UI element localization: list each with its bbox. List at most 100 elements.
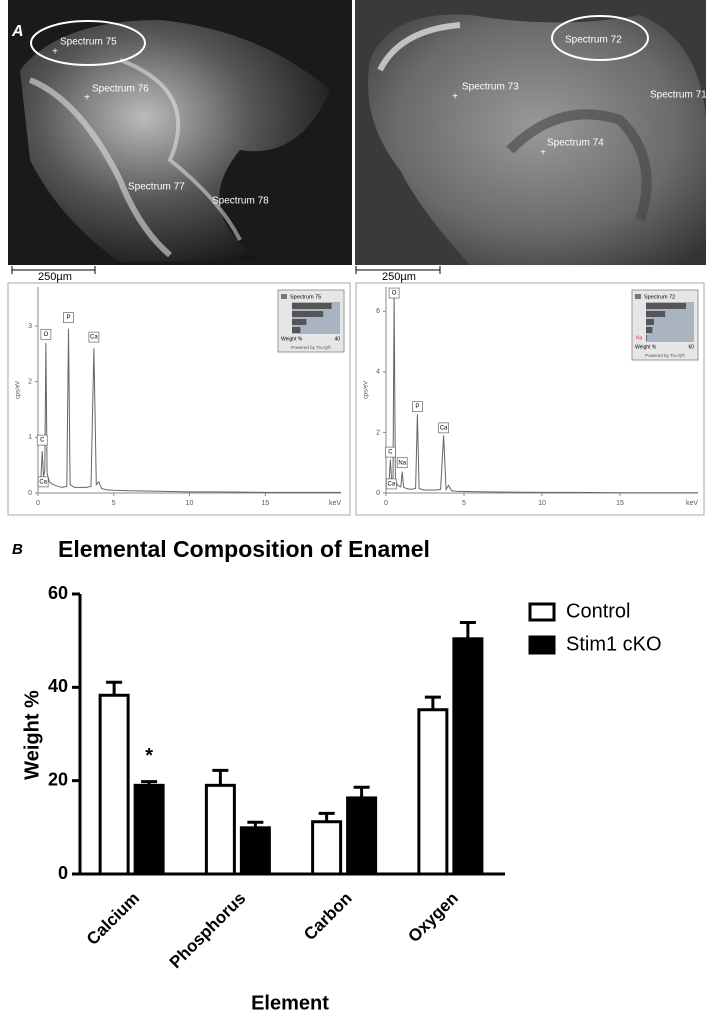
y-tick-label: 2 (28, 378, 32, 385)
inset-footer: Powered by Tru-Q® (645, 352, 686, 358)
panel-label: B (12, 541, 23, 558)
peak-label: C (40, 438, 45, 444)
inset-bar (292, 327, 301, 333)
x-tick-label: 0 (384, 500, 388, 507)
x-tick-label: 5 (462, 500, 466, 507)
inset-element: O (282, 303, 286, 309)
x-tick-label: Phosphorus (166, 889, 250, 973)
bar (311, 820, 343, 876)
inset-bar (292, 319, 307, 325)
inset-bar (292, 303, 332, 309)
x-tick-label: 10 (186, 500, 194, 507)
spectrum-line (39, 328, 341, 493)
spectrum-label: Spectrum 77 (128, 182, 185, 193)
x-tick-label: 15 (261, 500, 269, 507)
y-tick-label: 2 (376, 429, 380, 436)
inset-element: Ca (636, 311, 643, 317)
sem-image-left: + + Spectrum 75 Spectrum 76 Spectrum 77 … (8, 0, 352, 265)
bar (452, 637, 484, 876)
peak-label: P (66, 315, 70, 321)
y-tick-label: 20 (48, 769, 68, 789)
inset-tick-label: 40 (334, 336, 340, 342)
y-tick-label: 0 (376, 490, 380, 497)
x-axis-label: keV (329, 500, 341, 507)
y-axis-label: cps/eV (364, 381, 370, 399)
bar (204, 783, 236, 876)
y-tick-label: 1 (28, 434, 32, 441)
peak-label: Ca (387, 481, 395, 487)
inset-element: C (636, 327, 640, 333)
spectrum-label: Spectrum 73 (462, 82, 519, 93)
y-tick-label: 4 (376, 369, 380, 376)
inset-swatch (635, 294, 641, 299)
peak-label-box (396, 457, 408, 469)
peak-label: Ca (90, 335, 98, 341)
peak-label-box (40, 328, 52, 340)
inset-bar (646, 311, 666, 317)
peak-label: Na (398, 460, 406, 466)
peak-label-box (412, 401, 423, 413)
y-axis-label: Weight % (21, 690, 43, 780)
svg-text:+: + (52, 47, 58, 58)
y-tick-label: 40 (48, 676, 68, 696)
bar (346, 796, 378, 876)
peak-label-box (36, 434, 48, 446)
inset-footer: Powered by Tru-Q® (291, 344, 332, 350)
legend-swatch (528, 635, 556, 655)
x-tick-label: Carbon (300, 889, 356, 945)
x-tick-label: 10 (538, 500, 546, 507)
x-tick-label: 15 (616, 500, 624, 507)
bar (239, 826, 271, 876)
peak-label-box (385, 478, 397, 490)
spectrum-label: Spectrum 72 (565, 35, 622, 46)
inset-bar (646, 319, 654, 325)
scale-label: 250µm (38, 271, 72, 283)
spectrum-label: Spectrum 71 (650, 90, 706, 101)
inset-title: Spectrum 75 (290, 294, 321, 300)
inset-axis-label: Weight % (281, 336, 303, 342)
panel-label: A (11, 23, 24, 40)
x-tick-label: Oxygen (404, 889, 462, 947)
peak-label-box (63, 312, 74, 323)
inset-title: Spectrum 72 (644, 294, 675, 300)
inset-tick-label: 60 (688, 344, 694, 350)
spectrum-label: Spectrum 76 (92, 84, 149, 95)
scale-bar (11, 266, 441, 274)
chart-title: Elemental Composition of Enamel (58, 536, 430, 562)
inset-element: Na (636, 335, 643, 341)
inset-swatch (281, 294, 287, 299)
peak-label: Ca (39, 479, 47, 485)
inset-bar (646, 327, 653, 333)
inset-axis-label: Weight % (635, 344, 657, 350)
peak-label: O (392, 291, 397, 297)
peak-label-box (388, 287, 400, 299)
legend-label: Stim1 cKO (566, 633, 662, 655)
inset-element: C (282, 327, 286, 333)
svg-text:+: + (540, 148, 546, 159)
y-tick-label: 3 (28, 323, 32, 330)
spectrum-label: Spectrum 78 (212, 196, 269, 207)
peak-label-box (438, 422, 449, 434)
peak-label: Ca (440, 425, 448, 431)
y-axis-label: cps/eV (16, 381, 22, 399)
inset-element: P (636, 319, 640, 325)
inset-element: O (636, 303, 640, 309)
bar (417, 708, 449, 876)
y-tick-label: 0 (28, 490, 32, 497)
svg-text:+: + (452, 92, 458, 103)
inset-bar (646, 303, 686, 309)
peak-label-box (37, 476, 49, 488)
bar (98, 693, 130, 876)
x-tick-label: 5 (112, 500, 116, 507)
peak-label-box (385, 446, 396, 458)
x-tick-label: 0 (36, 500, 40, 507)
inset-element: P (282, 319, 286, 325)
y-tick-label: 60 (48, 583, 68, 603)
y-tick-label: 6 (376, 308, 380, 315)
significance-marker: * (145, 745, 153, 767)
y-tick-label: 0 (58, 863, 68, 883)
bar (133, 783, 165, 876)
inset-bar (292, 311, 324, 317)
peak-label: P (415, 404, 419, 410)
